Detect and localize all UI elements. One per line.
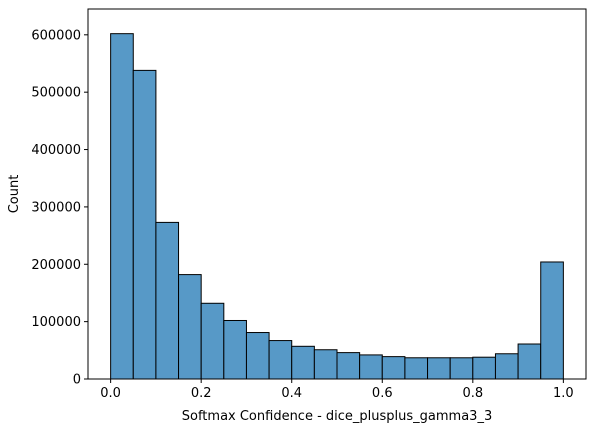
histogram-bar [223, 319, 247, 380]
x-tick-label: 0.0 [100, 386, 121, 401]
histogram-bar [110, 33, 134, 380]
histogram-bar [336, 352, 361, 380]
histogram-bar [472, 356, 496, 380]
y-tick-label: 600000 [31, 28, 81, 43]
x-tick-label: 1.0 [553, 386, 574, 401]
histogram-bar [178, 274, 202, 380]
x-tick-label: 0.2 [191, 386, 212, 401]
histogram-bar [291, 345, 315, 380]
y-tick-label: 0 [73, 373, 81, 388]
histogram-bar [200, 302, 225, 380]
histogram-bar [245, 332, 270, 380]
y-tick-label: 200000 [31, 258, 81, 273]
y-tick-label: 300000 [31, 200, 81, 215]
x-tick-label: 0.6 [372, 386, 393, 401]
y-axis-label: Count [7, 175, 22, 214]
histogram-bar [132, 69, 157, 380]
histogram-bar [449, 357, 474, 380]
histogram-bar [427, 357, 451, 380]
histogram-bar [268, 340, 293, 380]
ticks-group: 0.0 0.2 0.4 0.6 0.8 1.0 0 100000 200000 300000 400… [31, 28, 573, 401]
histogram-bar [517, 343, 542, 380]
histogram-bar [359, 354, 383, 380]
histogram-bar [540, 261, 564, 380]
histogram-bar [404, 357, 429, 380]
histogram-bar [494, 353, 519, 380]
y-tick-label: 500000 [31, 86, 81, 101]
x-tick-label: 0.8 [462, 386, 483, 401]
y-tick-label: 400000 [31, 143, 81, 158]
histogram-bar [381, 356, 406, 380]
plot-frame [87, 8, 587, 380]
histogram-bar [313, 349, 338, 380]
x-axis-label: Softmax Confidence - dice_plusplus_gamma… [182, 409, 492, 424]
y-tick-label: 100000 [31, 315, 81, 330]
bars-group [110, 33, 564, 380]
x-tick-label: 0.4 [281, 386, 302, 401]
histogram-bar [155, 221, 180, 380]
